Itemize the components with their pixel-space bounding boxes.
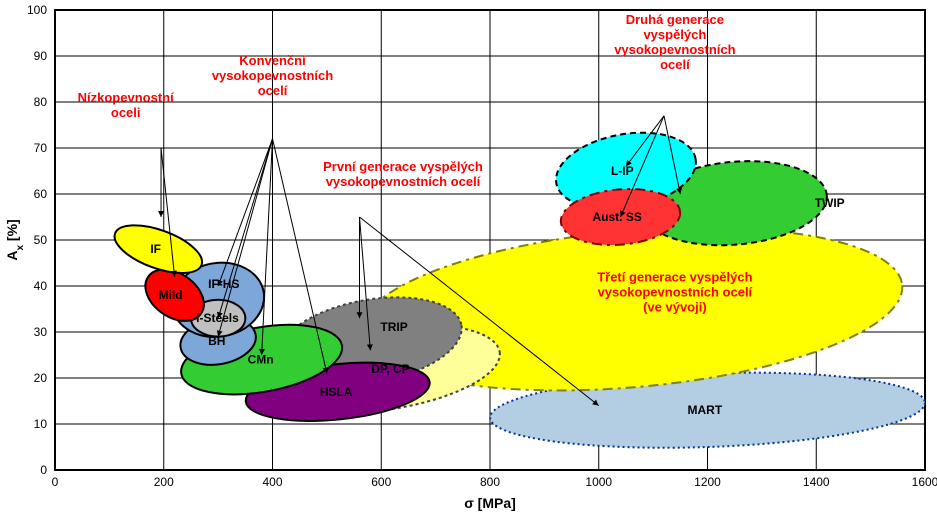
x-tick-label: 1000: [585, 475, 612, 489]
annotation-gen1-line0: První generace vyspělých: [323, 159, 483, 174]
y-tick-label: 100: [27, 3, 47, 17]
region-label-dpcp: DP, CP: [371, 362, 409, 376]
x-tick-label: 1400: [803, 475, 830, 489]
chart-svg: IF Mild IF-HS I-Steels BH CMn HSLA TRIP DP, CP MA…: [0, 0, 937, 516]
x-tick-label: 200: [154, 475, 174, 489]
region-label-mart: MART: [688, 403, 723, 417]
region-label-if: IF: [150, 242, 161, 256]
annotation-conventional-line1: vysokopevnostních: [212, 68, 333, 83]
annotation-lowstrength-line0: Nízkopevnostní: [78, 90, 174, 105]
region-label-twip: TWIP: [815, 196, 845, 210]
region-label-isteels: I-Steels: [196, 311, 239, 325]
region-label-austss: Aust. SS: [593, 210, 642, 224]
y-tick-label: 60: [34, 187, 48, 201]
annotation-gen2-line1: vyspělých: [643, 27, 706, 42]
annotation-gen1-line1: vysokopevnostních ocelí: [326, 174, 481, 189]
y-tick-label: 10: [34, 417, 48, 431]
annotation-gen2-line2: vysokopevnostních: [614, 42, 735, 57]
annotation-lowstrength-line1: oceli: [111, 105, 141, 120]
x-tick-label: 1600: [912, 475, 937, 489]
x-axis-label: σ [MPa]: [464, 495, 516, 511]
annotation-gen3-line0: Třetí generace vyspělých: [597, 269, 752, 284]
y-tick-label: 20: [34, 371, 48, 385]
annotation-conventional-line2: ocelí: [258, 83, 288, 98]
region-label-hsla: HSLA: [320, 385, 353, 399]
region-label-lip: L-IP: [611, 164, 634, 178]
x-tick-label: 1200: [694, 475, 721, 489]
annotation-gen2-line0: Druhá generace: [626, 12, 724, 27]
annotation-gen2-line3: ocelí: [660, 57, 690, 72]
x-tick-label: 800: [480, 475, 500, 489]
x-tick-label: 400: [262, 475, 282, 489]
x-tick-label: 600: [371, 475, 391, 489]
y-tick-label: 30: [34, 325, 48, 339]
region-label-trip: TRIP: [380, 320, 407, 334]
y-tick-label: 80: [34, 95, 48, 109]
region-label-ifhs: IF-HS: [208, 277, 239, 291]
steel-elongation-strength-chart: IF Mild IF-HS I-Steels BH CMn HSLA TRIP DP, CP MA…: [0, 0, 937, 516]
annotation-gen3-line2: (ve vývoji): [643, 299, 707, 314]
y-tick-label: 0: [40, 463, 47, 477]
x-tick-label: 0: [52, 475, 59, 489]
y-tick-label: 40: [34, 279, 48, 293]
y-tick-label: 50: [34, 233, 48, 247]
y-tick-label: 70: [34, 141, 48, 155]
region-label-bh: BH: [208, 334, 225, 348]
region-label-cmn: CMn: [248, 353, 274, 367]
annotation-gen3-line1: vysokopevnostních ocelí: [598, 284, 753, 299]
y-tick-label: 90: [34, 49, 48, 63]
annotation-conventional-line0: Konvenční: [239, 53, 306, 68]
region-label-mild: Mild: [159, 288, 183, 302]
